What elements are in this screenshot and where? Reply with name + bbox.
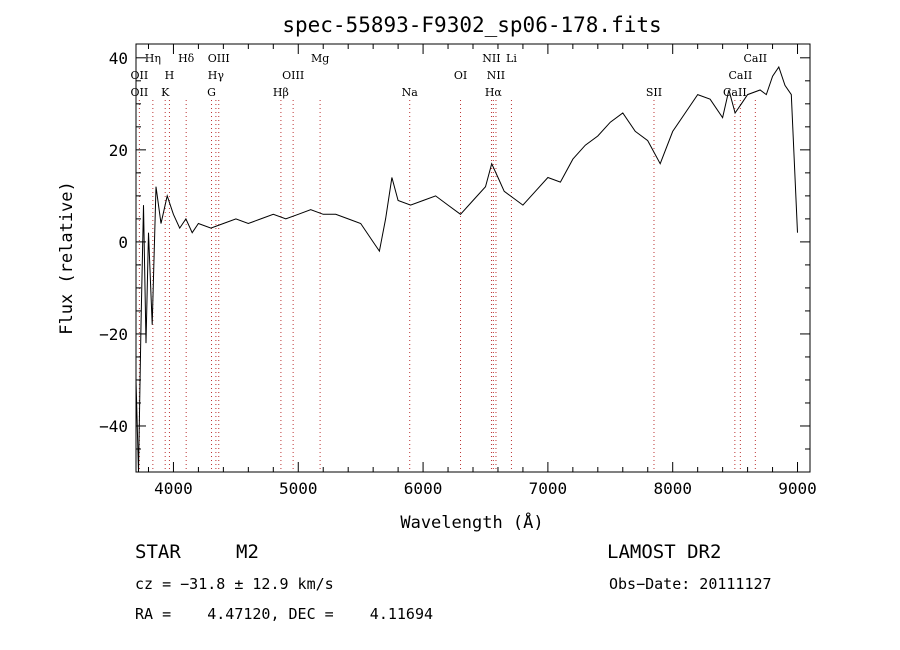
line-marker-label: G [207, 86, 216, 99]
y-tick-label: 0 [118, 233, 128, 252]
object-subclass: M2 [236, 541, 259, 563]
line-marker-label: Hβ [273, 86, 289, 99]
x-tick-label: 8000 [653, 479, 692, 498]
x-tick-label: 4000 [154, 479, 193, 498]
line-marker-label: Hγ [208, 69, 225, 82]
y-tick-label: −40 [99, 417, 128, 436]
x-axis-label: Wavelength (Å) [400, 511, 543, 533]
plot-frame [135, 43, 811, 473]
line-marker-label: Hα [485, 86, 503, 99]
line-marker-label: OII [131, 69, 149, 82]
line-marker-label: Li [506, 52, 517, 65]
line-marker-label: Mg [311, 52, 329, 65]
obs-date-text: Obs−Date: 20111127 [609, 575, 772, 593]
x-axis-ticks: 4000 5000 6000 7000 8000 9000 [147, 44, 817, 498]
y-axis-ticks: −40 −20 0 20 40 [99, 49, 810, 473]
line-marker-label: Hδ [178, 52, 195, 65]
redshift-text: cz = −31.8 ± 12.9 km/s [135, 575, 334, 593]
line-marker-label: K [161, 86, 170, 99]
y-tick-label: 20 [109, 141, 128, 160]
x-tick-label: 7000 [529, 479, 568, 498]
line-marker-label: CaII [743, 52, 767, 65]
object-class: STAR [135, 541, 181, 563]
line-marker-label: NII [482, 52, 500, 65]
spectrum-line [135, 65, 798, 473]
line-marker-label: H [165, 69, 175, 82]
coordinates-text: RA = 4.47120, DEC = 4.11694 [135, 605, 434, 623]
survey-name: LAMOST DR2 [607, 541, 722, 563]
line-marker-label: OII [131, 86, 149, 99]
line-marker-label: Na [402, 86, 419, 99]
x-tick-label: 5000 [279, 479, 318, 498]
line-marker-label: SII [646, 86, 662, 99]
line-marker-label: CaII [723, 86, 747, 99]
y-axis-label: Flux (relative) [57, 181, 77, 335]
x-tick-label: 6000 [404, 479, 443, 498]
chart-title: spec-55893-F9302_sp06-178.fits [282, 13, 661, 37]
line-marker-label: OI [454, 69, 467, 82]
line-marker-label: OIII [208, 52, 230, 65]
line-marker-label: OIII [282, 69, 304, 82]
y-tick-label: −20 [99, 325, 128, 344]
x-tick-label: 9000 [778, 479, 817, 498]
y-tick-label: 40 [109, 49, 128, 68]
line-marker-label: CaII [729, 69, 753, 82]
line-marker-label: NII [487, 69, 505, 82]
line-marker-label: Hη [145, 52, 161, 65]
